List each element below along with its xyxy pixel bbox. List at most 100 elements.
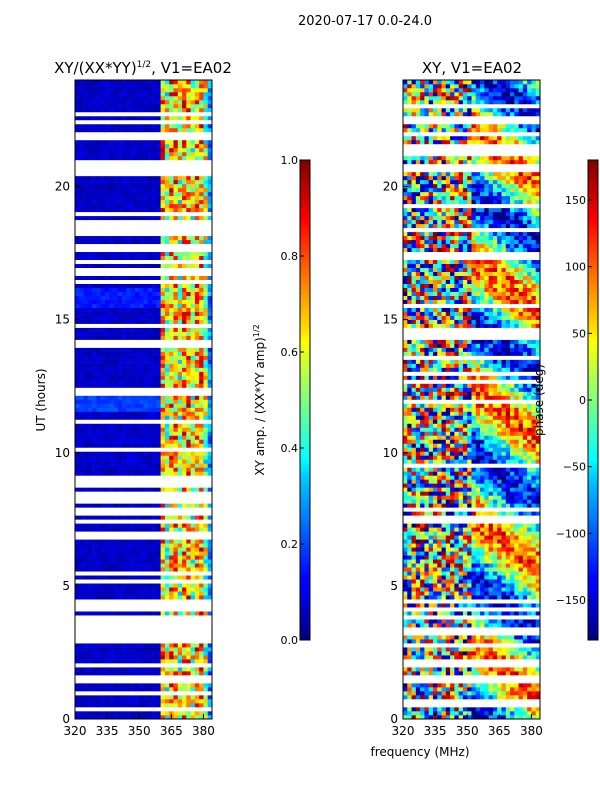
heatmap-cell — [152, 363, 157, 368]
heatmap-cell — [164, 203, 170, 209]
heatmap-cell — [152, 203, 157, 209]
heatmap-cell — [475, 543, 481, 548]
heatmap-cell — [535, 707, 541, 712]
heatmap-cell — [432, 563, 438, 568]
heatmap-cell — [450, 487, 455, 492]
heatmap-cell — [514, 667, 519, 672]
heatmap-cell — [177, 443, 183, 448]
heatmap-cell — [164, 287, 170, 292]
heatmap-cell — [156, 183, 161, 189]
heatmap-cell — [484, 571, 489, 576]
heatmap-cell — [177, 407, 183, 412]
heatmap-cell — [182, 451, 187, 456]
heatmap-cell — [488, 639, 494, 644]
heatmap-cell — [152, 379, 157, 384]
heatmap-cell — [117, 107, 123, 113]
heatmap-cell — [492, 711, 498, 716]
heatmap-cell — [147, 287, 153, 292]
heatmap-cell — [420, 531, 425, 536]
heatmap-cell — [475, 611, 481, 616]
heatmap-cell — [177, 307, 183, 312]
heatmap-cell — [130, 503, 136, 508]
heatmap-cell — [462, 499, 468, 504]
heatmap-cell — [518, 571, 524, 576]
heatmap-cell — [194, 551, 200, 556]
heatmap-cell — [96, 667, 101, 672]
heatmap-cell — [415, 547, 421, 552]
heatmap-cell — [510, 591, 515, 596]
heatmap-cell — [164, 179, 170, 185]
heatmap-cell — [139, 443, 144, 448]
heatmap-cell — [100, 463, 106, 468]
heatmap-cell — [415, 591, 421, 596]
heatmap-cell — [173, 335, 179, 340]
heatmap-cell — [122, 415, 127, 420]
heatmap-cell — [143, 179, 149, 185]
heatmap-cell — [164, 175, 170, 181]
heatmap-cell — [437, 531, 442, 536]
heatmap-cell — [207, 539, 213, 544]
heatmap-cell — [182, 503, 187, 508]
heatmap-cell — [203, 611, 209, 616]
heatmap-cell — [87, 311, 93, 316]
heatmap-cell — [117, 395, 123, 400]
heatmap-cell — [160, 551, 166, 556]
heatmap-cell — [104, 179, 110, 185]
heatmap-cell — [122, 463, 127, 468]
heatmap-cell — [420, 523, 425, 528]
heatmap-cell — [87, 123, 93, 129]
heatmap-cell — [96, 407, 101, 412]
heatmap-cell — [169, 543, 174, 548]
heatmap-cell — [190, 411, 196, 416]
heatmap-cell — [96, 547, 101, 552]
heatmap-cell — [134, 355, 140, 360]
flagged-row — [75, 339, 212, 344]
heatmap-cell — [152, 87, 157, 93]
heatmap-cell — [437, 539, 442, 544]
heatmap-cell — [109, 363, 114, 368]
heatmap-cell — [203, 651, 209, 656]
heatmap-cell — [143, 251, 149, 257]
heatmap-cell — [207, 80, 213, 85]
heatmap-cell — [510, 651, 515, 656]
heatmap-cell — [75, 355, 80, 360]
heatmap-cell — [501, 595, 507, 600]
amplitude-panel: XY/(XX*YY)1/2, V1=EA02 320 335 350 365 380 0… — [34, 59, 232, 738]
heatmap-cell — [424, 483, 429, 488]
heatmap-cell — [164, 435, 170, 440]
heatmap-cell — [117, 331, 123, 336]
heatmap-cell — [130, 291, 136, 296]
heatmap-cell — [424, 619, 429, 624]
heatmap-cell — [152, 143, 157, 149]
heatmap-cell — [182, 367, 187, 372]
heatmap-cell — [83, 411, 89, 416]
heatmap-cell — [147, 587, 153, 592]
heatmap-cell — [441, 711, 447, 716]
heatmap-cell — [122, 175, 127, 181]
heatmap-cell — [160, 355, 166, 360]
heatmap-cell — [75, 411, 80, 416]
heatmap-cell — [531, 523, 537, 528]
heatmap-cell — [134, 443, 140, 448]
heatmap-cell — [104, 299, 110, 304]
heatmap-cell — [92, 203, 97, 209]
heatmap-cell — [92, 587, 97, 592]
heatmap-cell — [420, 639, 425, 644]
heatmap-cell — [109, 263, 114, 269]
heatmap-cell — [467, 611, 472, 616]
heatmap-cell — [139, 439, 144, 444]
heatmap-cell — [143, 487, 149, 492]
heatmap-cell — [475, 711, 481, 716]
heatmap-cell — [484, 595, 489, 600]
heatmap-cell — [100, 431, 106, 436]
heatmap-cell — [164, 455, 170, 460]
amplitude-axes-frame — [74, 79, 213, 720]
heatmap-cell — [164, 655, 170, 660]
heatmap-cell — [152, 527, 157, 532]
heatmap-cell — [182, 95, 187, 101]
heatmap-cell — [484, 711, 489, 716]
heatmap-cell — [527, 543, 532, 548]
heatmap-cell — [104, 183, 110, 189]
heatmap-cell — [177, 503, 183, 508]
heatmap-cell — [147, 583, 153, 588]
